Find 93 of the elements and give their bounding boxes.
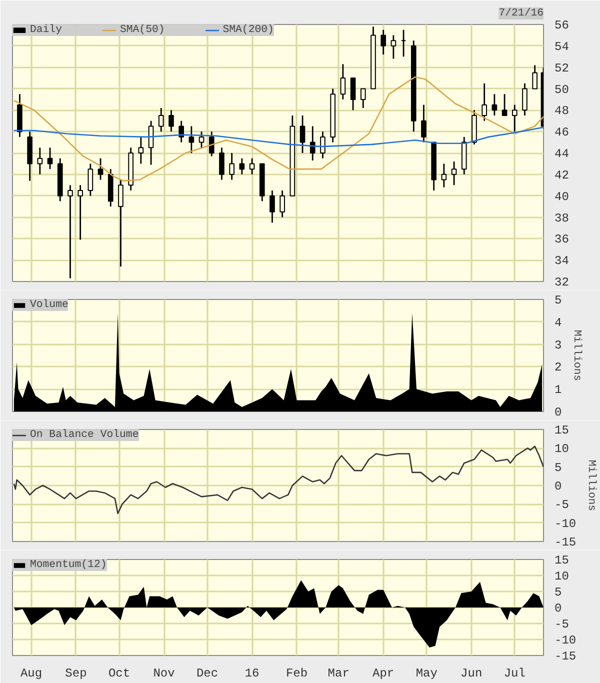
candlestick <box>229 152 234 180</box>
y-tick-label: -10 <box>554 634 576 648</box>
candlestick <box>37 146 43 176</box>
y-tick-label: 15 <box>554 554 569 568</box>
candlestick <box>158 107 164 132</box>
y-tick-label: 1 <box>554 383 562 398</box>
y-tick-label: 10 <box>554 570 569 584</box>
y-tick-label: 44 <box>554 147 569 161</box>
y-tick-label: 0 <box>554 480 562 494</box>
candlestick <box>239 158 245 176</box>
line-series <box>13 76 544 182</box>
y-tick-label: -5 <box>554 498 569 512</box>
x-tick-label: Apr <box>372 666 394 680</box>
candlestick <box>138 136 144 164</box>
x-tick-label: Dec <box>196 666 218 680</box>
candlestick <box>320 130 326 160</box>
y-tick-label: 36 <box>554 232 569 247</box>
y-tick-label: 0 <box>554 602 562 616</box>
candlestick <box>350 77 356 111</box>
x-tick-label: 16 <box>244 666 260 680</box>
x-tick-label: Feb <box>286 666 308 680</box>
y-tick-label: 15 <box>554 424 569 438</box>
candlestick <box>532 64 538 90</box>
y-tick-label: 32 <box>554 276 569 290</box>
y-tick-label: -10 <box>554 516 576 531</box>
candlestick <box>492 93 498 116</box>
x-tick-label: Jun <box>460 666 482 680</box>
line-series <box>13 446 544 514</box>
candlestick <box>300 114 306 154</box>
y-tick-label: 5 <box>554 586 562 600</box>
legend-label: SMA(50) <box>120 24 165 36</box>
candlestick <box>522 82 528 116</box>
candlestick <box>482 82 488 122</box>
y-tick-label: 42 <box>554 168 569 182</box>
legend-label: Daily <box>30 24 62 36</box>
y-tick-label: 3 <box>554 338 562 352</box>
candlestick <box>512 104 518 132</box>
y-tick-label: -5 <box>554 618 569 632</box>
y-axis-title: Millions <box>585 460 598 512</box>
x-tick-label: May <box>416 666 438 680</box>
y-tick-label: -15 <box>554 536 576 550</box>
candlestick <box>68 184 73 279</box>
y-tick-label: 38 <box>554 211 569 226</box>
y-tick-label: 52 <box>554 61 569 76</box>
candlestick <box>451 160 457 186</box>
candlestick <box>188 126 194 154</box>
legend-label: Momentum(12) <box>30 559 107 571</box>
text: 7/21/16 <box>498 8 544 20</box>
candlestick <box>88 163 94 197</box>
legend-label: On Balance Volume <box>30 429 139 441</box>
y-tick-label: 2 <box>554 360 562 375</box>
y-tick-label: 0 <box>554 406 562 420</box>
candlestick <box>360 88 366 109</box>
candlestick <box>390 34 396 60</box>
x-tick-label: Sep <box>65 666 87 680</box>
y-tick-label: 34 <box>554 254 569 268</box>
x-tick-label: Mar <box>328 666 350 680</box>
y-axis-title: Millions <box>570 330 583 382</box>
candlestick <box>208 130 214 157</box>
candlestick <box>421 104 426 143</box>
legend-label: SMA(200) <box>222 24 274 36</box>
y-tick-label: 5 <box>554 460 562 475</box>
y-tick-label: 48 <box>554 104 569 118</box>
y-tick-label: 40 <box>554 190 569 204</box>
candlestick <box>47 146 53 170</box>
candlestick <box>178 120 184 143</box>
y-tick-label: 46 <box>554 126 569 140</box>
candlestick <box>78 184 83 240</box>
candlestick <box>441 163 447 188</box>
y-tick-label: 54 <box>554 40 569 54</box>
y-tick-label: 50 <box>554 82 569 97</box>
x-tick-label: Aug <box>20 666 42 680</box>
x-tick-label: Jul <box>504 666 526 680</box>
candlestick <box>168 109 174 132</box>
x-tick-label: Nov <box>153 666 175 680</box>
candlestick <box>118 179 124 268</box>
y-tick-label: -15 <box>554 650 576 664</box>
candlestick <box>340 63 346 100</box>
candlestick <box>98 158 104 180</box>
y-tick-label: 56 <box>554 18 569 32</box>
candlestick <box>380 29 386 56</box>
candlestick <box>280 190 285 218</box>
y-tick-label: 4 <box>554 316 562 330</box>
legend-label: Volume <box>30 299 68 311</box>
y-tick-label: 10 <box>554 442 569 456</box>
candlestick <box>502 93 508 116</box>
candlestick <box>270 190 275 224</box>
candlestick <box>249 158 255 176</box>
x-tick-label: Oct <box>108 666 130 680</box>
y-tick-label: 5 <box>554 294 562 308</box>
candlestick <box>198 130 204 148</box>
candlestick <box>310 126 316 162</box>
candlestick <box>219 146 224 180</box>
